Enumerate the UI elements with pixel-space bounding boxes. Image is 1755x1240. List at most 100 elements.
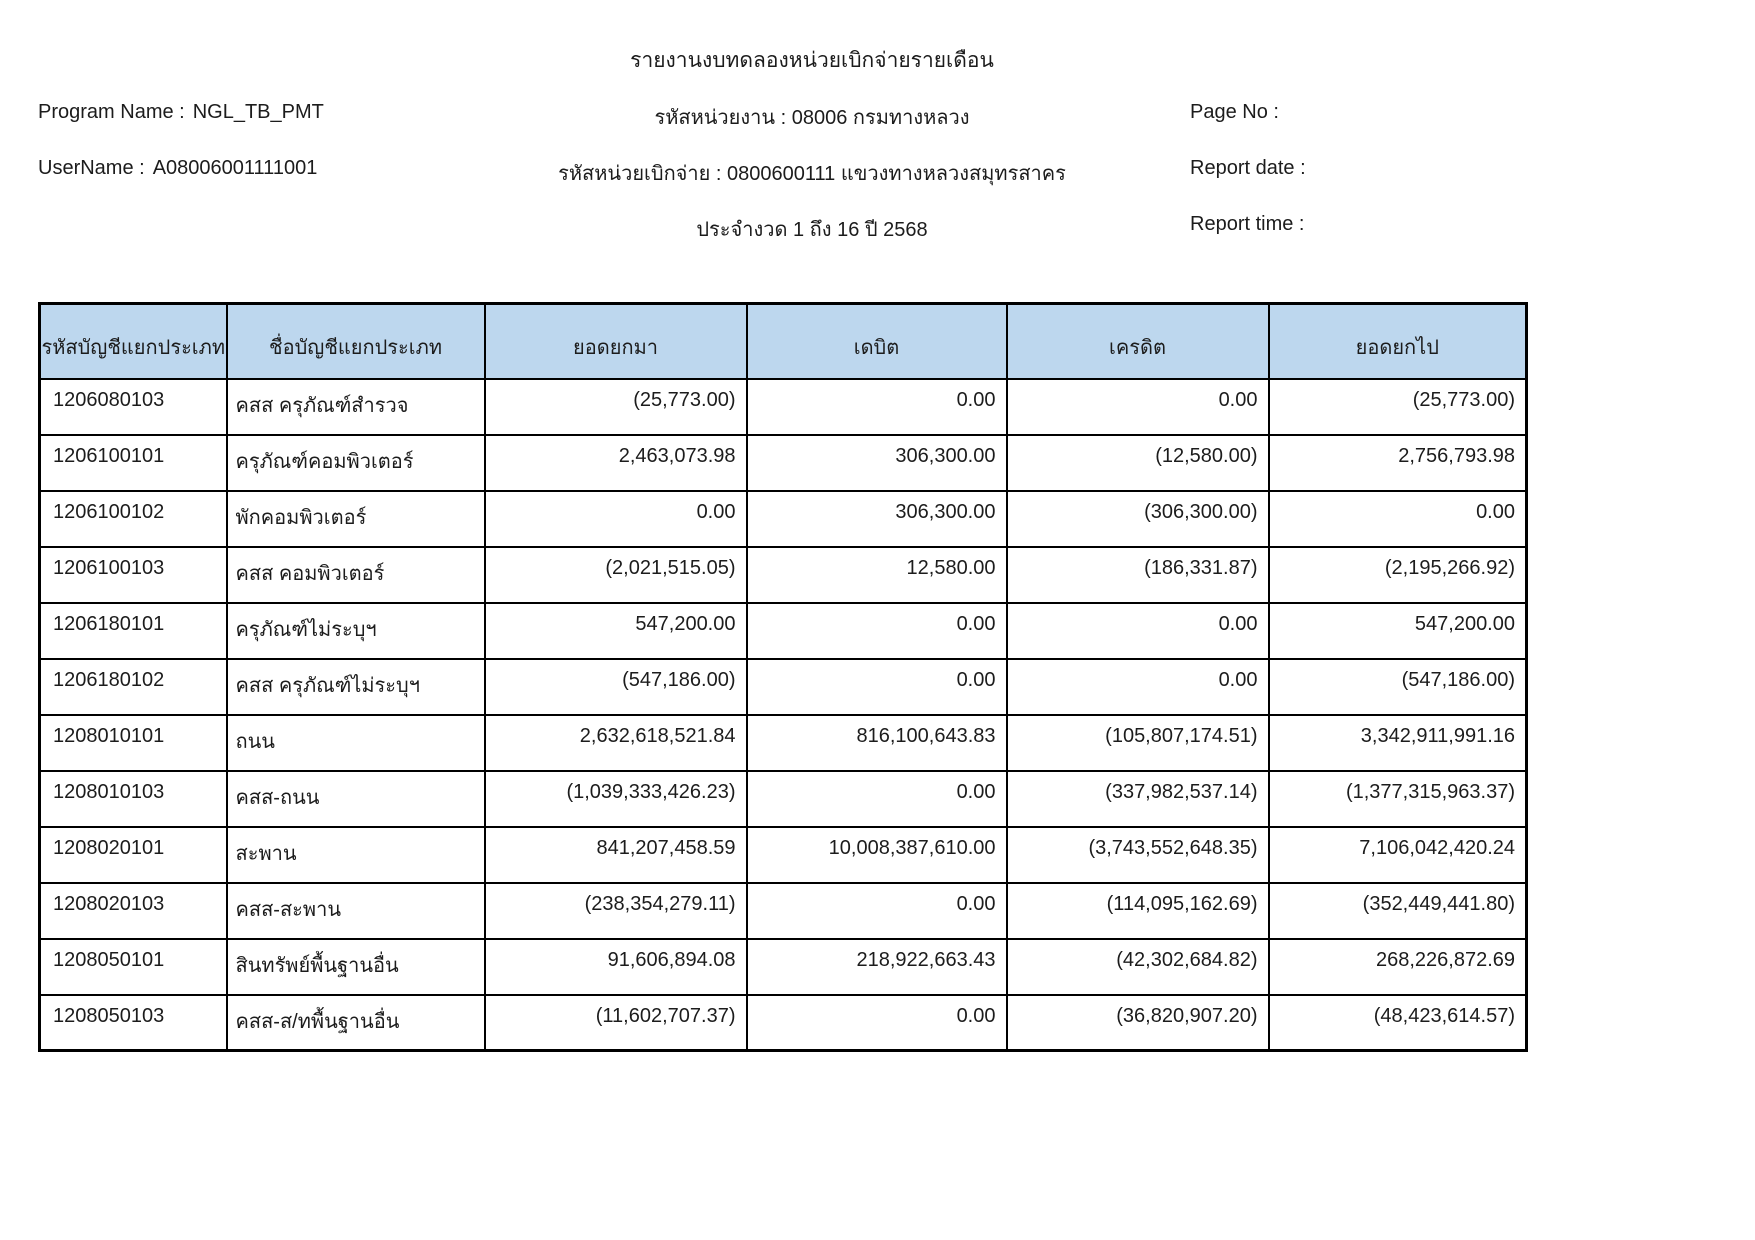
table-row: 1206080103 คสส ครุภัณฑ์สำรวจ (25,773.00)… — [38, 377, 1528, 436]
report-time-line: Report time : 13:22:02 — [1190, 213, 1755, 236]
balance-carry-cell: 268,226,872.69 — [1267, 937, 1528, 996]
column-header-balance-carry: ยอดยกไป — [1267, 302, 1528, 380]
trial-balance-table: รหัสบัญชีแยกประเภท ชื่อบัญชีแยกประเภท ยอ… — [38, 302, 1528, 1052]
credit-cell: (186,331.87) — [1005, 545, 1270, 604]
report-date-line: Report date : 22.10.2568 — [1190, 157, 1755, 180]
agency-code-line: รหัสหน่วยงาน : 08006 กรมทางหลวง — [654, 107, 970, 129]
balance-carry-cell: (48,423,614.57) — [1267, 993, 1528, 1052]
account-name-cell: ครุภัณฑ์ไม่ระบุฯ — [225, 601, 486, 660]
account-name-cell: คสส ครุภัณฑ์ไม่ระบุฯ — [225, 657, 486, 716]
account-name-cell: คสส-สะพาน — [225, 881, 486, 940]
balance-carry-cell: 7,106,042,420.24 — [1267, 825, 1528, 884]
account-code-cell: 1206180101 — [38, 601, 228, 660]
table-row: 1208050101 สินทรัพย์พื้นฐานอื่น 91,606,8… — [38, 937, 1528, 996]
report-date-label: Report date : — [1190, 157, 1306, 179]
table-row: 1208050103 คสส-ส/ทพื้นฐานอื่น (11,602,70… — [38, 993, 1528, 1052]
account-code-cell: 1208020101 — [38, 825, 228, 884]
disburse-code-line: รหัสหน่วยเบิกจ่าย : 0800600111 แขวงทางหล… — [558, 163, 1066, 185]
program-name-label: Program Name : — [38, 101, 185, 123]
credit-cell: (114,095,162.69) — [1005, 881, 1270, 940]
balance-forward-cell: 547,200.00 — [483, 601, 748, 660]
period-line: ประจำงวด 1 ถึง 16 ปี 2568 — [696, 219, 928, 241]
account-code-cell: 1208010103 — [38, 769, 228, 828]
balance-forward-cell: 2,463,073.98 — [483, 433, 748, 492]
account-code-cell: 1206100102 — [38, 489, 228, 548]
balance-carry-cell: 2,756,793.98 — [1267, 433, 1528, 492]
account-name-cell: ครุภัณฑ์คอมพิวเตอร์ — [225, 433, 486, 492]
credit-cell: 0.00 — [1005, 601, 1270, 660]
account-code-cell: 1206100103 — [38, 545, 228, 604]
balance-carry-cell: 3,342,911,991.16 — [1267, 713, 1528, 772]
account-name-cell: คสส-ส/ทพื้นฐานอื่น — [225, 993, 486, 1052]
table-row: 1208010103 คสส-ถนน (1,039,333,426.23) 0.… — [38, 769, 1528, 828]
account-code-cell: 1208020103 — [38, 881, 228, 940]
debit-cell: 0.00 — [745, 881, 1008, 940]
column-header-balance-forward: ยอดยกมา — [483, 302, 748, 380]
debit-cell: 12,580.00 — [745, 545, 1008, 604]
program-name-line: Program Name : NGL_TB_PMT — [38, 101, 324, 124]
account-name-cell: คสส-ถนน — [225, 769, 486, 828]
balance-forward-cell: 2,632,618,521.84 — [483, 713, 748, 772]
balance-carry-cell: 547,200.00 — [1267, 601, 1528, 660]
balance-forward-cell: 91,606,894.08 — [483, 937, 748, 996]
column-header-debit: เดบิต — [745, 302, 1008, 380]
table-row: 1206180101 ครุภัณฑ์ไม่ระบุฯ 547,200.00 0… — [38, 601, 1528, 660]
balance-carry-cell: (1,377,315,963.37) — [1267, 769, 1528, 828]
column-header-account-code: รหัสบัญชีแยกประเภท — [38, 302, 228, 380]
table-row: 1208020101 สะพาน 841,207,458.59 10,008,3… — [38, 825, 1528, 884]
debit-cell: 0.00 — [745, 993, 1008, 1052]
debit-cell: 306,300.00 — [745, 489, 1008, 548]
report-time-label: Report time : — [1190, 213, 1305, 235]
account-table-body: 1206080103 คสส ครุภัณฑ์สำรวจ (25,773.00)… — [38, 377, 1528, 1052]
user-name-value: A08006001111001 — [152, 157, 318, 179]
page-no-label: Page No : — [1190, 101, 1279, 123]
credit-cell: (3,743,552,648.35) — [1005, 825, 1270, 884]
account-code-cell: 1208010101 — [38, 713, 228, 772]
credit-cell: (306,300.00) — [1005, 489, 1270, 548]
credit-cell: (36,820,907.20) — [1005, 993, 1270, 1052]
credit-cell: 0.00 — [1005, 657, 1270, 716]
credit-cell: (105,807,174.51) — [1005, 713, 1270, 772]
debit-cell: 10,008,387,610.00 — [745, 825, 1008, 884]
account-code-cell: 1206180102 — [38, 657, 228, 716]
table-row: 1206100102 พักคอมพิวเตอร์ 0.00 306,300.0… — [38, 489, 1528, 548]
account-name-cell: คสส ครุภัณฑ์สำรวจ — [225, 377, 486, 436]
account-name-cell: สะพาน — [225, 825, 486, 884]
account-name-cell: ถนน — [225, 713, 486, 772]
balance-forward-cell: (547,186.00) — [483, 657, 748, 716]
debit-cell: 816,100,643.83 — [745, 713, 1008, 772]
table-header-row: รหัสบัญชีแยกประเภท ชื่อบัญชีแยกประเภท ยอ… — [38, 302, 1528, 380]
balance-forward-cell: (238,354,279.11) — [483, 881, 748, 940]
account-name-cell: คสส คอมพิวเตอร์ — [225, 545, 486, 604]
debit-cell: 0.00 — [745, 377, 1008, 436]
balance-carry-cell: (2,195,266.92) — [1267, 545, 1528, 604]
account-name-cell: สินทรัพย์พื้นฐานอื่น — [225, 937, 486, 996]
column-header-account-name: ชื่อบัญชีแยกประเภท — [225, 302, 486, 380]
table-row: 1206180102 คสส ครุภัณฑ์ไม่ระบุฯ (547,186… — [38, 657, 1528, 716]
account-code-cell: 1206080103 — [38, 377, 228, 436]
balance-forward-cell: (11,602,707.37) — [483, 993, 748, 1052]
balance-forward-cell: (25,773.00) — [483, 377, 748, 436]
table-row: 1206100103 คสส คอมพิวเตอร์ (2,021,515.05… — [38, 545, 1528, 604]
balance-forward-cell: 0.00 — [483, 489, 748, 548]
account-code-cell: 1208050103 — [38, 993, 228, 1052]
balance-forward-cell: (2,021,515.05) — [483, 545, 748, 604]
account-name-cell: พักคอมพิวเตอร์ — [225, 489, 486, 548]
debit-cell: 306,300.00 — [745, 433, 1008, 492]
table-row: 1206100101 ครุภัณฑ์คอมพิวเตอร์ 2,463,073… — [38, 433, 1528, 492]
balance-forward-cell: (1,039,333,426.23) — [483, 769, 748, 828]
debit-cell: 0.00 — [745, 769, 1008, 828]
column-header-credit: เครดิต — [1005, 302, 1270, 380]
user-name-label: UserName : — [38, 157, 145, 179]
balance-forward-cell: 841,207,458.59 — [483, 825, 748, 884]
account-code-cell: 1208050101 — [38, 937, 228, 996]
credit-cell: (12,580.00) — [1005, 433, 1270, 492]
credit-cell: (337,982,537.14) — [1005, 769, 1270, 828]
program-name-value: NGL_TB_PMT — [192, 101, 324, 123]
debit-cell: 218,922,663.43 — [745, 937, 1008, 996]
report-title: รายงานงบทดลองหน่วยเบิกจ่ายรายเดือน — [630, 49, 994, 72]
credit-cell: 0.00 — [1005, 377, 1270, 436]
account-code-cell: 1206100101 — [38, 433, 228, 492]
credit-cell: (42,302,684.82) — [1005, 937, 1270, 996]
